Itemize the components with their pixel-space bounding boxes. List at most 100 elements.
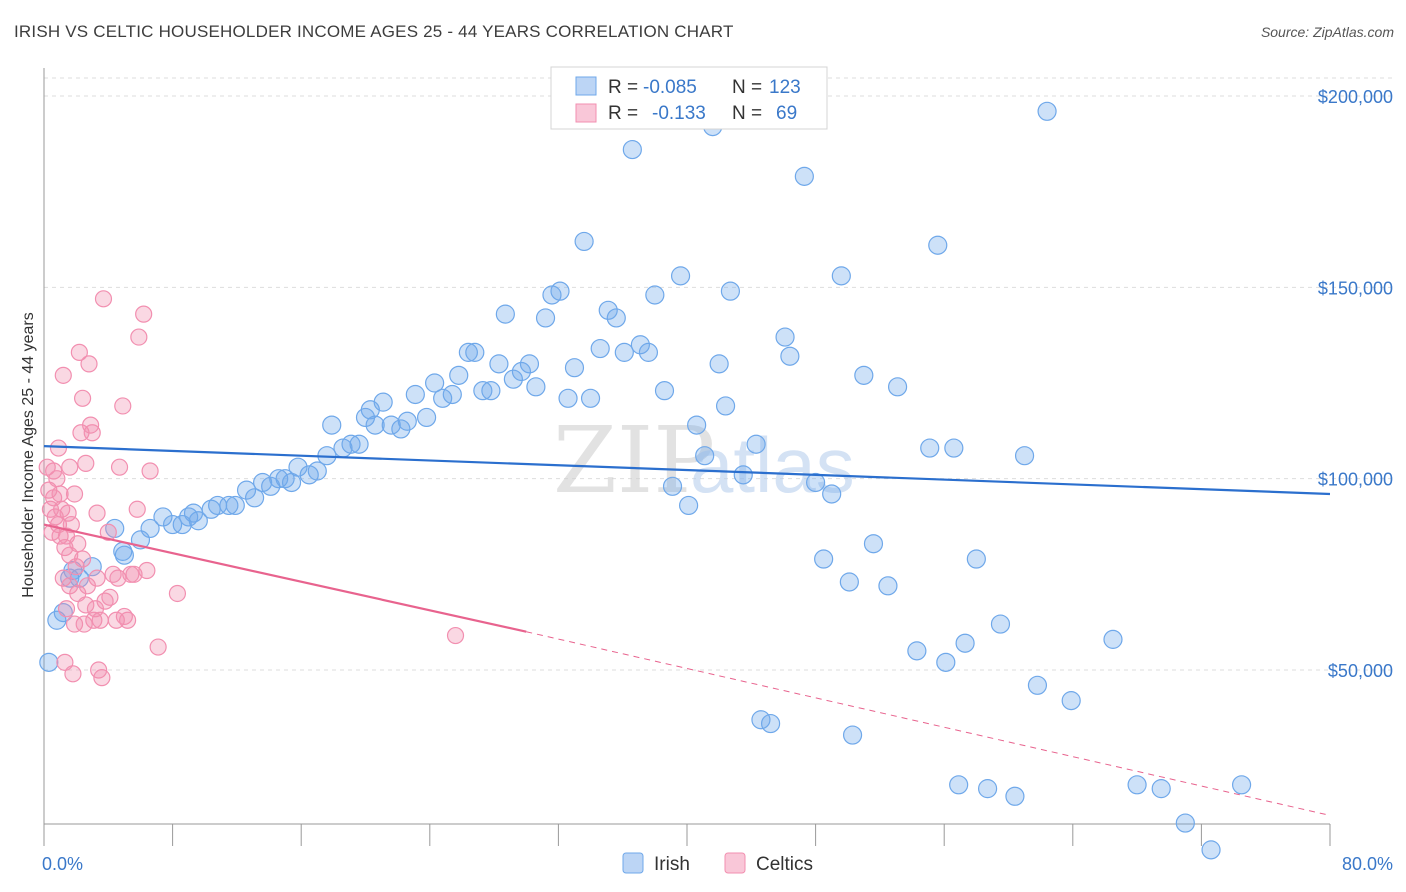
irish-point <box>1027 675 1048 695</box>
irish-point <box>1151 779 1171 799</box>
irish-point <box>244 488 265 508</box>
irish-point <box>751 710 771 730</box>
legend-irish-r: -0.085 <box>643 77 697 98</box>
irish-point <box>526 377 546 397</box>
celtics-point <box>48 470 66 488</box>
irish-point <box>590 338 610 359</box>
irish-point <box>535 308 556 328</box>
celtics-point <box>109 569 127 587</box>
celtics-point <box>141 462 159 480</box>
celtics-point <box>54 366 72 384</box>
legend-n-label: N = <box>732 103 762 124</box>
irish-point <box>1014 446 1035 466</box>
watermark-atlas: atlas <box>690 421 855 509</box>
irish-point <box>1127 775 1147 795</box>
irish-point <box>225 495 245 516</box>
irish-point <box>391 419 411 439</box>
irish-point <box>1201 840 1221 860</box>
irish-point <box>955 633 975 653</box>
celtics-point <box>70 343 88 361</box>
irish-point <box>1037 101 1057 121</box>
irish-point <box>153 507 173 527</box>
legend-irish-swatch <box>575 76 597 96</box>
irish-point <box>944 438 964 458</box>
chart-source: Source: ZipAtlas.com <box>1260 24 1394 40</box>
celtics-point <box>65 615 84 633</box>
celtics-point <box>93 669 111 687</box>
irish-point <box>288 457 308 477</box>
bottom-legend-irish-label: Irish <box>654 854 690 875</box>
irish-point <box>606 308 626 328</box>
irish-point <box>887 377 908 397</box>
irish-point <box>47 610 67 630</box>
celtics-point <box>130 328 148 346</box>
irish-point <box>580 388 601 408</box>
irish-point <box>322 415 342 435</box>
legend-r-label: R = <box>608 103 638 124</box>
irish-point <box>405 384 425 405</box>
irish-point <box>645 285 665 305</box>
celtics-point <box>57 600 76 618</box>
irish-point <box>614 342 634 362</box>
irish-point <box>709 354 729 374</box>
legend-celtics-swatch <box>575 103 597 123</box>
celtics-point <box>49 439 68 457</box>
irish-point <box>1231 775 1252 795</box>
irish-point <box>550 281 570 301</box>
irish-point <box>495 304 515 324</box>
tick-labels: 0.0% 80.0% $50,000 $100,000 $150,000 $200,0… <box>42 87 1393 874</box>
irish-point <box>760 713 781 734</box>
trend-lines <box>43 445 1331 816</box>
x-tick-label: 80.0% <box>1342 854 1393 874</box>
bottom-legend-irish-swatch <box>622 852 644 874</box>
irish-point <box>1005 786 1025 806</box>
irish-point <box>720 281 741 301</box>
celtics-point <box>168 584 187 603</box>
irish-point <box>733 465 753 485</box>
legend-box <box>550 66 828 130</box>
irish-point <box>842 725 863 745</box>
grid-lines <box>44 77 1392 671</box>
irish-point <box>928 235 948 255</box>
celtics-point <box>88 569 106 587</box>
irish-trend-line <box>43 445 1331 496</box>
y-axis-label: Householder Income Ages 25 - 44 years <box>20 312 37 598</box>
irish-point <box>715 396 736 416</box>
celtics-point <box>77 596 95 614</box>
irish-point <box>831 266 851 286</box>
irish-point <box>172 514 192 535</box>
legend-r-label: R = <box>608 77 638 98</box>
irish-point <box>511 361 532 382</box>
irish-point <box>854 365 874 385</box>
irish-point <box>966 549 986 569</box>
irish-point <box>598 300 618 320</box>
irish-point <box>805 472 826 493</box>
irish-point <box>458 342 478 362</box>
celtics-point <box>62 515 80 534</box>
celtics-point <box>135 305 153 323</box>
irish-point <box>114 545 134 565</box>
irish-point <box>39 652 59 672</box>
irish-point <box>679 495 699 516</box>
irish-point <box>878 576 898 596</box>
irish-point <box>163 514 183 535</box>
irish-point <box>654 381 675 401</box>
chart-title: IRISH VS CELTIC HOUSEHOLDER INCOME AGES … <box>14 22 734 41</box>
celtics-points <box>38 290 465 687</box>
celtics-point <box>138 561 156 580</box>
celtics-point <box>73 389 92 407</box>
irish-point <box>695 446 715 466</box>
celtics-point <box>101 588 119 606</box>
irish-point <box>822 484 842 504</box>
celtics-point <box>99 523 117 541</box>
irish-point <box>365 415 385 435</box>
irish-point <box>140 518 160 539</box>
x-tick-label: 0.0% <box>42 854 83 874</box>
irish-point <box>349 434 369 454</box>
irish-point <box>775 327 795 347</box>
irish-point <box>307 461 327 481</box>
celtics-point <box>91 611 109 629</box>
legend: R = -0.085 N = 123 R = -0.133 N = 69 <box>550 66 828 130</box>
irish-point <box>519 354 540 374</box>
